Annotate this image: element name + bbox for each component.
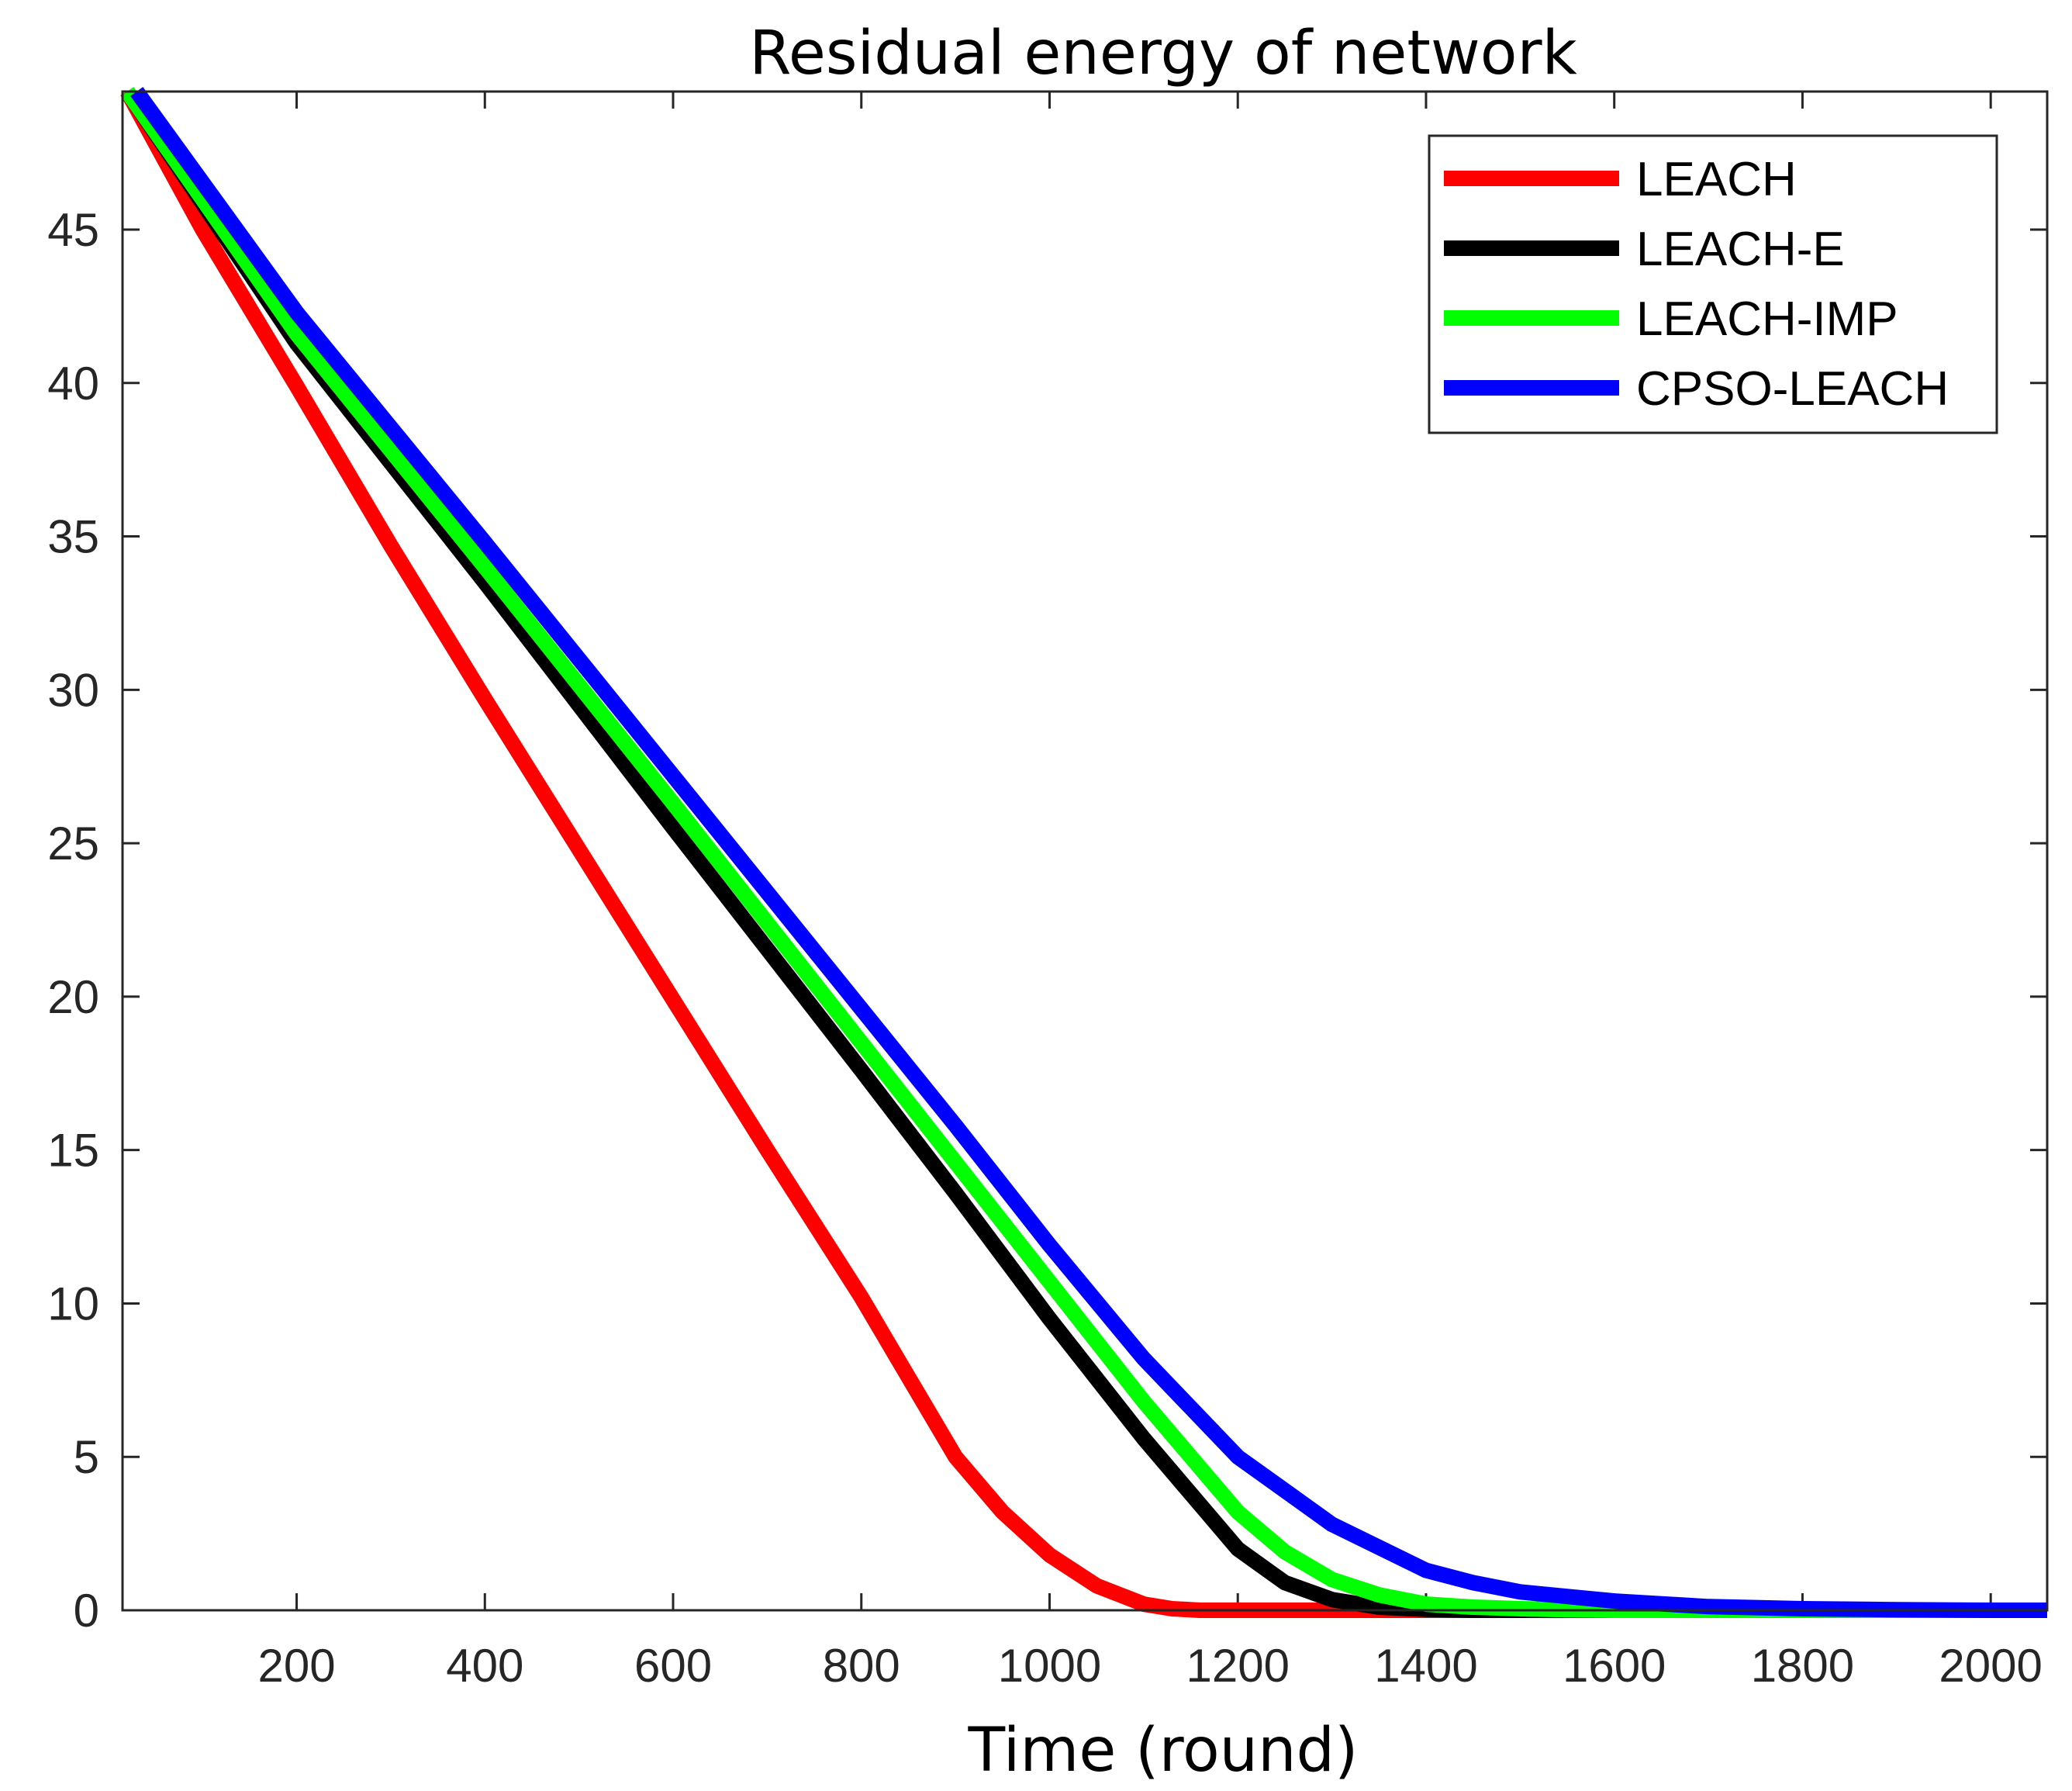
legend-label: LEACH-IMP: [1636, 292, 1898, 346]
y-tick-label: 25: [47, 818, 99, 870]
legend-label: CPSO-LEACH: [1636, 362, 1949, 416]
x-tick-label: 200: [257, 1640, 335, 1692]
x-tick-label: 1600: [1563, 1640, 1666, 1692]
x-tick-label: 400: [446, 1640, 523, 1692]
legend-label: LEACH-E: [1636, 223, 1845, 276]
y-tick-label: 0: [74, 1585, 99, 1637]
x-tick-label: 1800: [1751, 1640, 1854, 1692]
x-tick-label: 2000: [1939, 1640, 2042, 1692]
y-tick-label: 45: [47, 204, 99, 256]
y-tick-label: 35: [47, 511, 99, 563]
chart-title: Residual energy of network: [749, 19, 1577, 88]
plot-frame: [121, 90, 2049, 1612]
x-tick-label: 1000: [998, 1640, 1101, 1692]
y-tick-label: 20: [47, 971, 99, 1023]
y-tick-label: 10: [47, 1278, 99, 1329]
tick-labels: 200 400 600 800 1000 1200 1400 1600 1800 2000 0 5 10…: [47, 204, 2043, 1692]
y-tick-label: 40: [47, 358, 99, 410]
y-tick-label: 5: [74, 1431, 99, 1483]
y-tick-label: 15: [47, 1125, 99, 1177]
legend-label: LEACH: [1636, 153, 1797, 206]
series-line-cpso-leach: [130, 87, 2047, 1618]
y-tick-label: 30: [47, 664, 99, 716]
x-tick-label: 1200: [1186, 1640, 1289, 1692]
x-tick-label: 600: [634, 1640, 712, 1692]
x-axis-title: Time (round): [967, 1716, 1358, 1786]
legend: LEACH LEACH-E LEACH-IMP CPSO-LEACH: [1428, 134, 1998, 434]
x-tick-label: 1400: [1374, 1640, 1477, 1692]
x-tick-label: 800: [823, 1640, 900, 1692]
